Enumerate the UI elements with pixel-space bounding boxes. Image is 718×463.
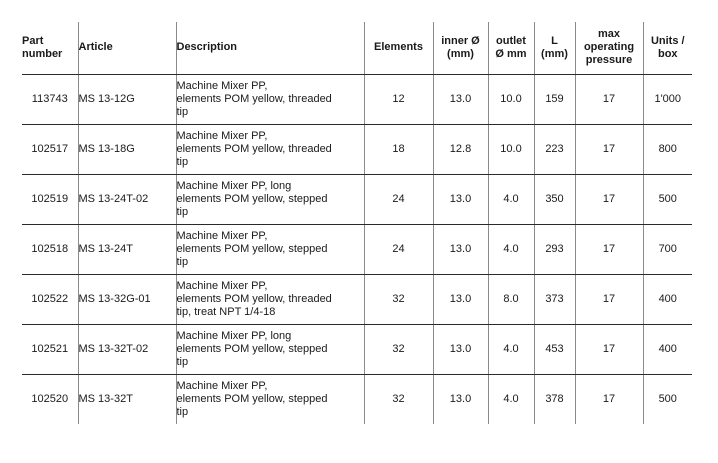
- max-pressure-cell: 17: [574, 124, 643, 175]
- part-number-cell: 102521: [22, 324, 78, 375]
- part-number-cell: 102518: [22, 224, 78, 275]
- max-pressure-cell: 17: [574, 374, 643, 424]
- table-row: 102517 MS 13-18G Machine Mixer PP, eleme…: [22, 124, 692, 175]
- col-header-inner-diameter: inner Ø (mm): [432, 22, 488, 75]
- length-cell: 159: [533, 74, 575, 125]
- product-spec-table: Part number Article Description Elements…: [22, 22, 692, 424]
- description-cell: Machine Mixer PP, elements POM yellow, t…: [175, 74, 364, 125]
- description-cell: Machine Mixer PP, elements POM yellow, t…: [175, 124, 364, 175]
- inner-diameter-cell: 12.8: [432, 124, 488, 175]
- elements-cell: 32: [363, 274, 433, 325]
- article-cell: MS 13-24T: [77, 224, 176, 275]
- part-number-cell: 102517: [22, 124, 78, 175]
- col-header-description: Description: [175, 22, 364, 75]
- article-cell: MS 13-32G-01: [77, 274, 176, 325]
- max-pressure-cell: 17: [574, 224, 643, 275]
- description-cell: Machine Mixer PP, long elements POM yell…: [175, 324, 364, 375]
- table-row: 113743 MS 13-12G Machine Mixer PP, eleme…: [22, 74, 692, 125]
- elements-cell: 32: [363, 324, 433, 375]
- inner-diameter-cell: 13.0: [432, 374, 488, 424]
- article-cell: MS 13-32T: [77, 374, 176, 424]
- part-number-cell: 102522: [22, 274, 78, 325]
- units-per-box-cell: 700: [642, 224, 692, 275]
- units-per-box-cell: 400: [642, 274, 692, 325]
- col-header-max-pressure: max operating pressure: [574, 22, 643, 75]
- outlet-diameter-cell: 10.0: [487, 74, 534, 125]
- description-cell: Machine Mixer PP, elements POM yellow, s…: [175, 224, 364, 275]
- description-cell: Machine Mixer PP, elements POM yellow, t…: [175, 274, 364, 325]
- inner-diameter-cell: 13.0: [432, 224, 488, 275]
- col-header-part-number: Part number: [22, 22, 78, 75]
- description-cell: Machine Mixer PP, long elements POM yell…: [175, 174, 364, 225]
- article-cell: MS 13-32T-02: [77, 324, 176, 375]
- inner-diameter-cell: 13.0: [432, 324, 488, 375]
- outlet-diameter-cell: 10.0: [487, 124, 534, 175]
- inner-diameter-cell: 13.0: [432, 74, 488, 125]
- length-cell: 453: [533, 324, 575, 375]
- max-pressure-cell: 17: [574, 174, 643, 225]
- length-cell: 293: [533, 224, 575, 275]
- outlet-diameter-cell: 8.0: [487, 274, 534, 325]
- max-pressure-cell: 17: [574, 74, 643, 125]
- length-cell: 223: [533, 124, 575, 175]
- part-number-cell: 102519: [22, 174, 78, 225]
- outlet-diameter-cell: 4.0: [487, 174, 534, 225]
- units-per-box-cell: 500: [642, 174, 692, 225]
- table-row: 102518 MS 13-24T Machine Mixer PP, eleme…: [22, 224, 692, 275]
- units-per-box-cell: 500: [642, 374, 692, 424]
- col-header-length: L (mm): [533, 22, 575, 75]
- table-row: 102520 MS 13-32T Machine Mixer PP, eleme…: [22, 374, 692, 424]
- outlet-diameter-cell: 4.0: [487, 224, 534, 275]
- part-number-cell: 113743: [22, 74, 78, 125]
- description-cell: Machine Mixer PP, elements POM yellow, s…: [175, 374, 364, 424]
- max-pressure-cell: 17: [574, 324, 643, 375]
- col-header-outlet-diameter: outlet Ø mm: [487, 22, 534, 75]
- article-cell: MS 13-12G: [77, 74, 176, 125]
- max-pressure-cell: 17: [574, 274, 643, 325]
- inner-diameter-cell: 13.0: [432, 274, 488, 325]
- units-per-box-cell: 1'000: [642, 74, 692, 125]
- units-per-box-cell: 800: [642, 124, 692, 175]
- elements-cell: 24: [363, 174, 433, 225]
- elements-cell: 18: [363, 124, 433, 175]
- header-row: Part number Article Description Elements…: [22, 22, 692, 75]
- table-row: 102522 MS 13-32G-01 Machine Mixer PP, el…: [22, 274, 692, 325]
- outlet-diameter-cell: 4.0: [487, 324, 534, 375]
- length-cell: 350: [533, 174, 575, 225]
- col-header-elements: Elements: [363, 22, 433, 75]
- length-cell: 373: [533, 274, 575, 325]
- inner-diameter-cell: 13.0: [432, 174, 488, 225]
- outlet-diameter-cell: 4.0: [487, 374, 534, 424]
- article-cell: MS 13-18G: [77, 124, 176, 175]
- length-cell: 378: [533, 374, 575, 424]
- units-per-box-cell: 400: [642, 324, 692, 375]
- part-number-cell: 102520: [31, 392, 69, 405]
- col-header-units-per-box: Units / box: [642, 22, 692, 75]
- elements-cell: 32: [363, 374, 433, 424]
- table-row: 102519 MS 13-24T-02 Machine Mixer PP, lo…: [22, 174, 692, 225]
- article-cell: MS 13-24T-02: [77, 174, 176, 225]
- table-row: 102521 MS 13-32T-02 Machine Mixer PP, lo…: [22, 324, 692, 375]
- col-header-article: Article: [77, 22, 176, 75]
- elements-cell: 24: [363, 224, 433, 275]
- elements-cell: 12: [363, 74, 433, 125]
